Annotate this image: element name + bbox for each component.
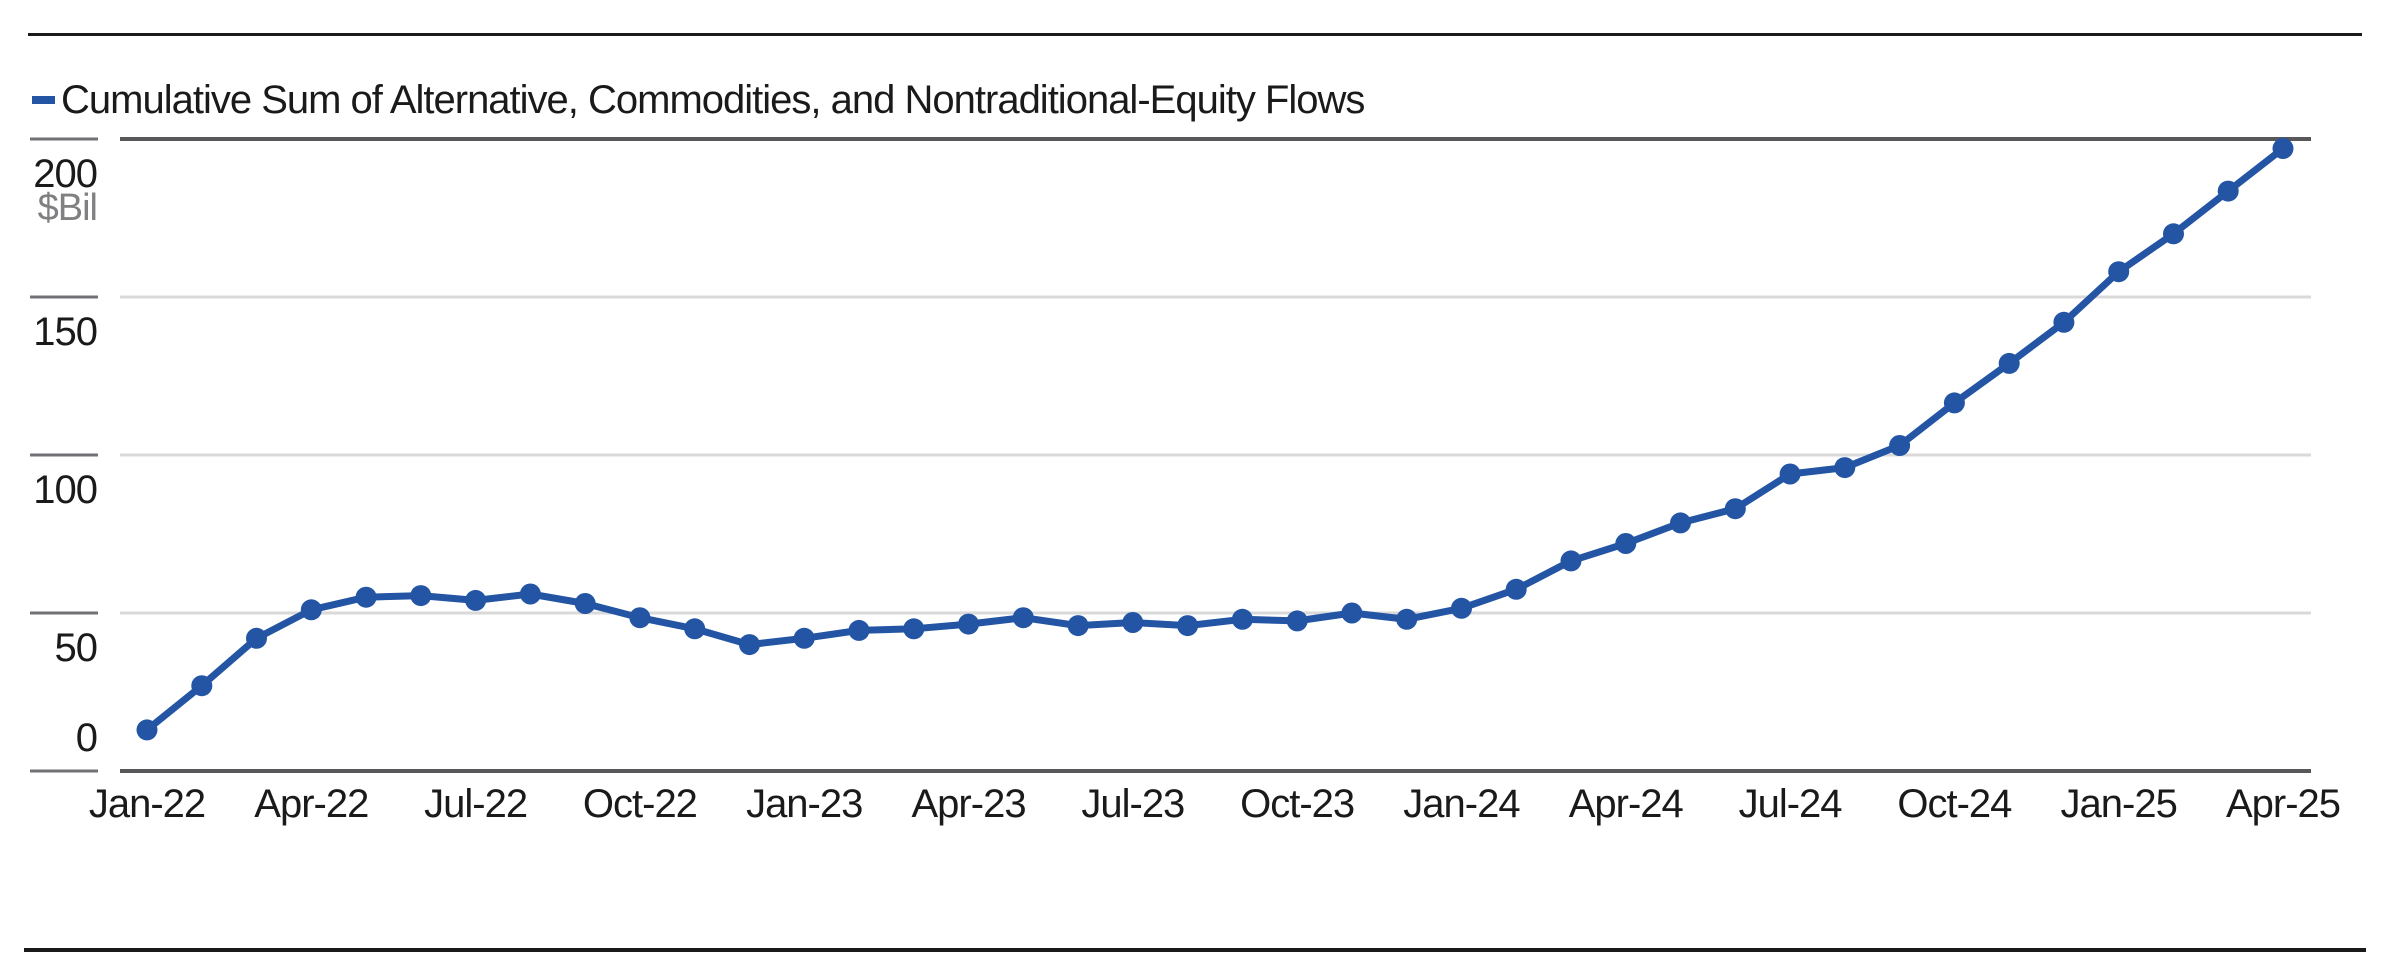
data-point <box>2163 223 2184 245</box>
data-point <box>355 586 377 608</box>
data-point <box>574 593 596 614</box>
data-point <box>1724 498 1746 520</box>
data-point <box>848 619 870 641</box>
data-point <box>1998 352 2020 374</box>
x-axis-label: Jan-23 <box>746 782 862 826</box>
data-point <box>1067 615 1089 637</box>
x-axis-label: Oct-24 <box>1897 782 2012 826</box>
data-point <box>1177 615 1199 637</box>
data-point <box>519 583 541 605</box>
data-point <box>1615 533 1637 554</box>
data-point <box>739 634 760 656</box>
data-point <box>903 618 925 640</box>
x-axis-label: Apr-25 <box>2226 782 2340 826</box>
bottom-border-rule <box>24 948 2366 952</box>
data-point <box>1889 435 1911 456</box>
x-axis-label: Jul-24 <box>1739 782 1843 826</box>
y-axis-label: 150 <box>33 310 97 354</box>
x-axis-label: Jul-23 <box>1081 782 1184 826</box>
y-axis-label: 50 <box>55 626 98 670</box>
data-point <box>465 589 487 611</box>
data-point <box>1122 612 1144 633</box>
y-axis-unit-label: $Bil <box>38 187 97 229</box>
data-point <box>629 607 651 629</box>
data-point <box>1943 392 1965 414</box>
data-point <box>1505 578 1527 600</box>
data-point <box>2217 180 2239 202</box>
data-point <box>300 599 322 621</box>
data-point <box>958 613 979 635</box>
legend: Cumulative Sum of Alternative, Commoditi… <box>32 77 1365 122</box>
data-point <box>1560 550 1582 572</box>
data-point <box>136 719 158 741</box>
flows-line-series <box>143 145 2287 734</box>
data-point <box>191 675 213 697</box>
data-point <box>1670 512 1691 534</box>
legend-label: Cumulative Sum of Alternative, Commoditi… <box>61 77 1365 122</box>
data-point <box>1231 608 1253 630</box>
data-point <box>1396 608 1418 630</box>
data-point <box>1779 463 1801 485</box>
x-axis-label: Apr-23 <box>912 782 1026 826</box>
top-border-rule <box>28 33 2362 36</box>
data-point <box>1012 607 1034 629</box>
data-point <box>1834 457 1856 479</box>
legend-line-swatch <box>32 96 55 104</box>
data-point <box>793 627 815 649</box>
data-point <box>2108 261 2130 283</box>
x-axis-label: Apr-24 <box>1569 782 1684 826</box>
x-axis-label: Apr-22 <box>254 782 368 826</box>
data-point <box>246 627 267 649</box>
data-point <box>410 585 432 607</box>
data-point <box>1286 610 1308 632</box>
y-axis-label: 0 <box>76 716 97 760</box>
x-axis-label: Jan-24 <box>1403 782 1520 826</box>
x-axis-label: Oct-23 <box>1240 782 1354 826</box>
data-point <box>1451 597 1472 619</box>
data-point <box>1341 602 1363 624</box>
x-axis-label: Jan-22 <box>89 782 205 826</box>
data-point <box>2053 311 2075 333</box>
y-axis-label: 100 <box>33 468 97 512</box>
y-axis-label: 200 <box>33 152 97 196</box>
x-axis-label: Jan-25 <box>2061 782 2177 826</box>
data-point <box>684 618 706 640</box>
data-point <box>2272 138 2294 159</box>
x-axis-label: Jul-22 <box>424 782 527 826</box>
x-axis-label: Oct-22 <box>583 782 697 826</box>
